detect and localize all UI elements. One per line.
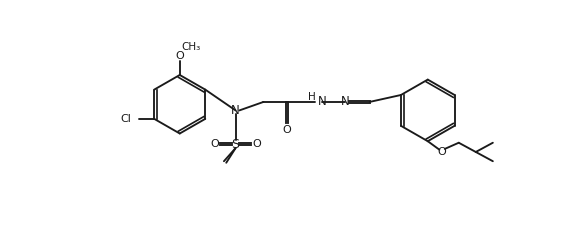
Text: O: O	[210, 139, 219, 149]
Text: CH₃: CH₃	[181, 42, 201, 52]
Text: S: S	[231, 138, 239, 151]
Text: N: N	[231, 104, 240, 117]
Text: N: N	[340, 95, 349, 109]
Text: O: O	[282, 125, 291, 135]
Text: O: O	[176, 51, 184, 61]
Text: Cl: Cl	[120, 114, 131, 124]
Text: O: O	[437, 147, 446, 157]
Text: N: N	[317, 95, 327, 109]
Text: O: O	[252, 139, 261, 149]
Text: H: H	[308, 92, 315, 102]
